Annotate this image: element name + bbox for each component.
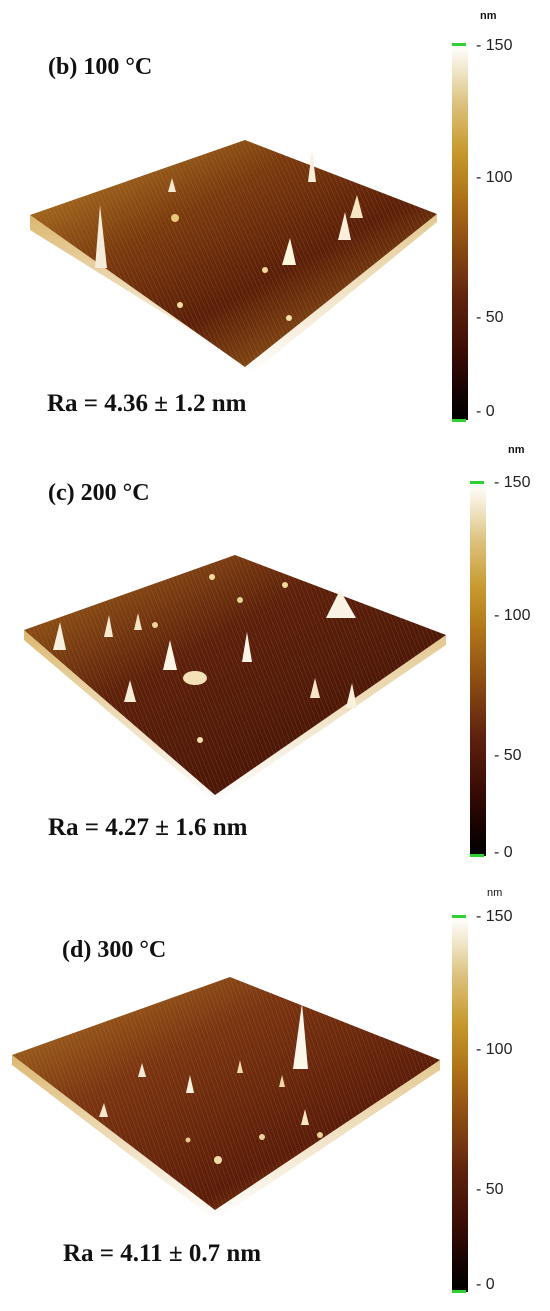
colorbar-d-max-marker <box>452 915 466 918</box>
colorbar-b-tick-0: - 0 <box>476 403 495 420</box>
colorbar-d-tick-100: - 100 <box>476 1041 513 1058</box>
colorbar-d-tick-150: - 150 <box>476 908 513 925</box>
colorbar-b <box>452 45 468 420</box>
panel-b-roughness: Ra = 4.36 ± 1.2 nm <box>47 390 247 417</box>
colorbar-c-unit: nm <box>508 444 525 456</box>
colorbar-d-min-marker <box>452 1290 466 1293</box>
panel-c-roughness: Ra = 4.27 ± 1.6 nm <box>48 814 248 841</box>
afm-surface-b <box>30 140 437 375</box>
colorbar-c-tick-100: - 100 <box>494 607 531 624</box>
afm-panel-d: (d) 300 °C Ra = 4.11 ± 0.7 nm nm - 150 -… <box>0 885 550 1311</box>
colorbar-b-tick-100: - 100 <box>476 169 513 186</box>
panel-c-title: (c) 200 °C <box>48 480 150 506</box>
afm-panel-b: (b) 100 °C Ra = 4.36 ± 1.2 nm nm - 150 -… <box>0 0 550 435</box>
colorbar-d-unit: nm <box>487 887 503 899</box>
colorbar-b-tick-50: - 50 <box>476 309 504 326</box>
colorbar-b-max-marker <box>452 43 466 46</box>
panel-b-title: (b) 100 °C <box>48 54 153 80</box>
colorbar-c <box>470 483 486 856</box>
colorbar-c-tick-150: - 150 <box>494 474 531 491</box>
colorbar-c-tick-0: - 0 <box>494 844 513 861</box>
afm-surface-d <box>12 977 440 1220</box>
panel-d-roughness: Ra = 4.11 ± 0.7 nm <box>63 1240 262 1267</box>
panel-d-title: (d) 300 °C <box>62 937 167 963</box>
afm-panel-c: (c) 200 °C Ra = 4.27 ± 1.6 nm nm - 150 -… <box>0 440 550 880</box>
colorbar-d <box>452 917 468 1292</box>
colorbar-b-unit: nm <box>480 10 497 22</box>
colorbar-b-min-marker <box>452 419 466 422</box>
colorbar-d-tick-50: - 50 <box>476 1181 504 1198</box>
afm-surface-c <box>24 555 446 802</box>
colorbar-c-min-marker <box>470 854 484 857</box>
colorbar-b-tick-150: - 150 <box>476 37 513 54</box>
colorbar-c-tick-50: - 50 <box>494 747 522 764</box>
colorbar-c-max-marker <box>470 481 484 484</box>
colorbar-d-tick-0: - 0 <box>476 1276 495 1293</box>
